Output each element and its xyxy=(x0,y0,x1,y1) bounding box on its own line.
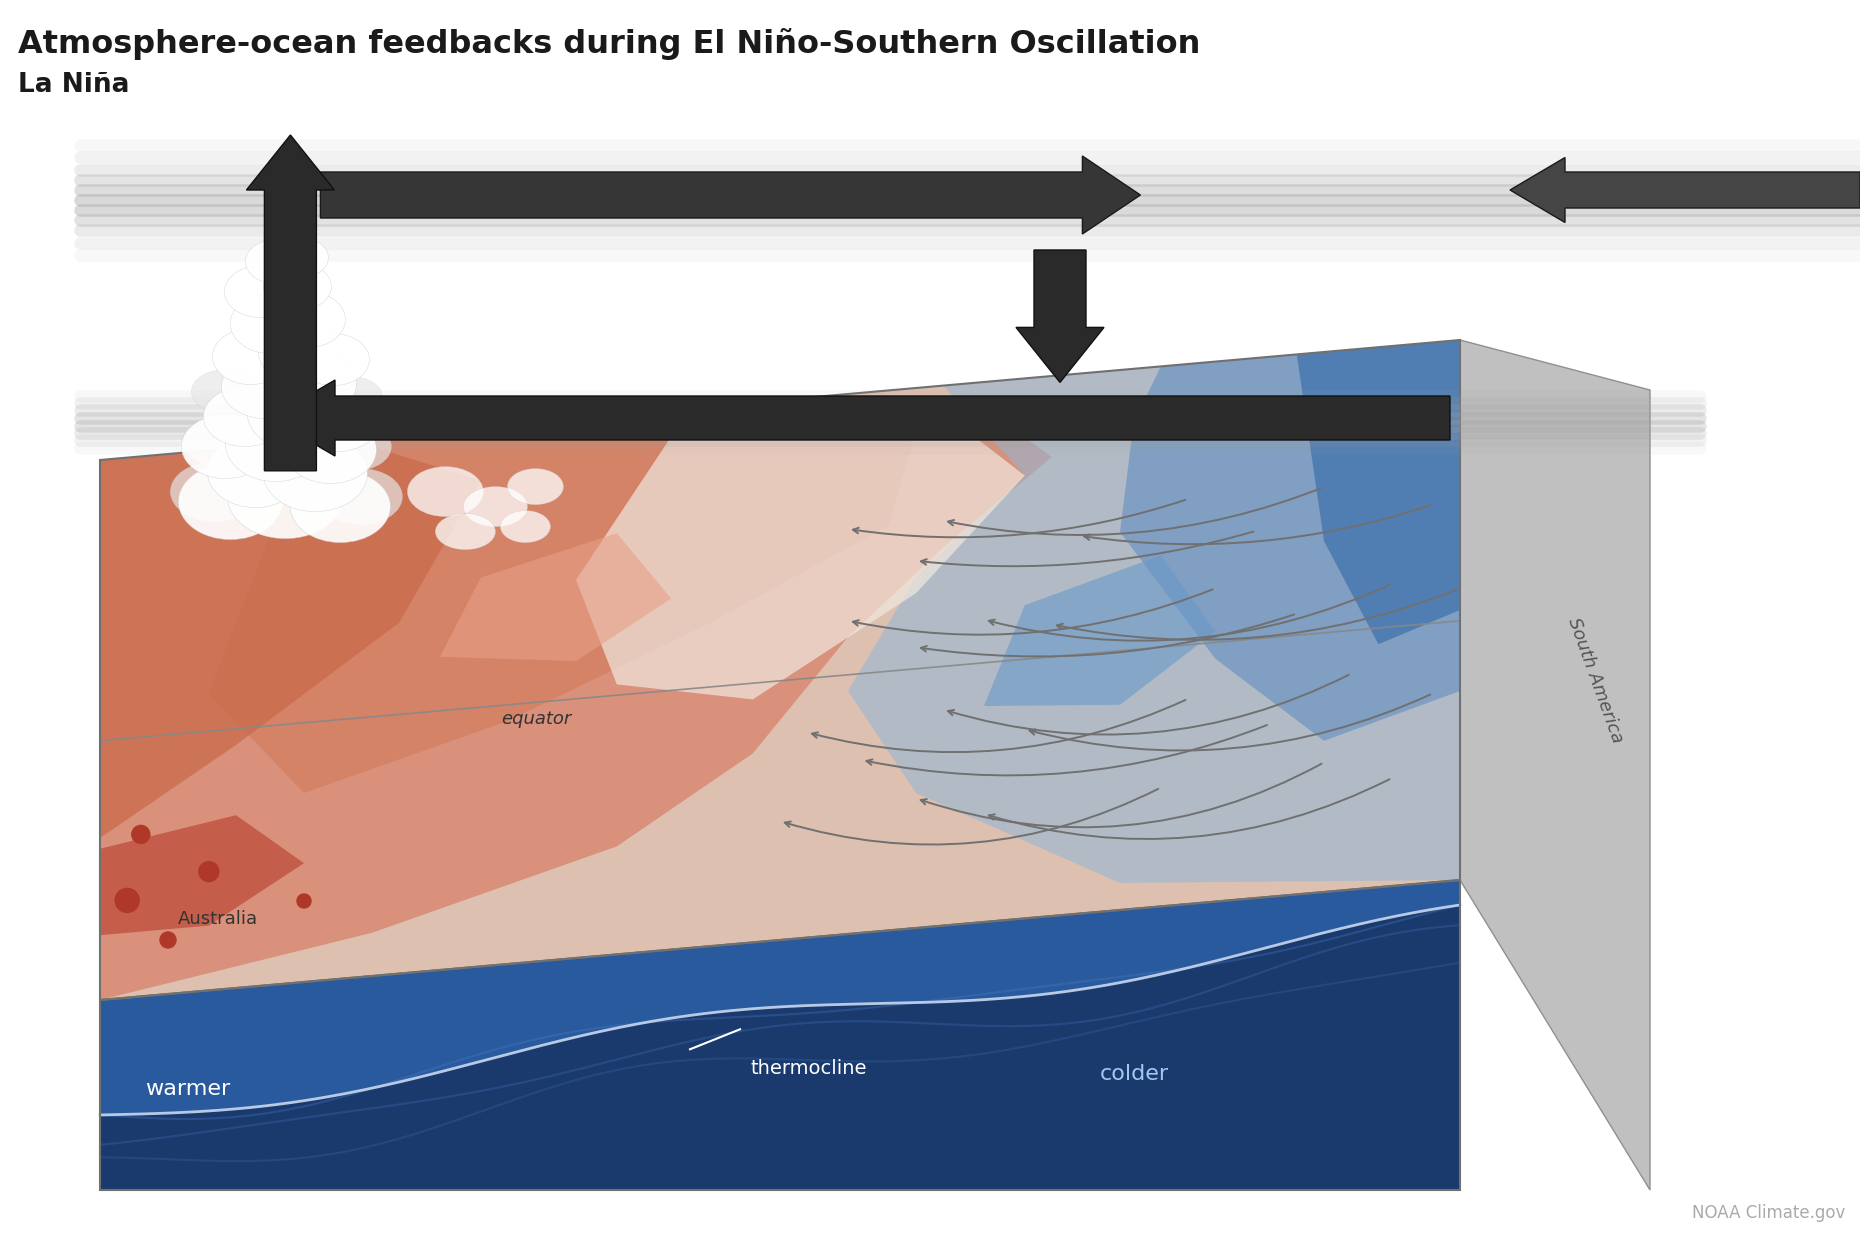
Polygon shape xyxy=(1460,339,1650,1189)
Ellipse shape xyxy=(208,436,303,508)
Polygon shape xyxy=(100,815,303,935)
Ellipse shape xyxy=(203,387,288,446)
Ellipse shape xyxy=(247,378,344,450)
FancyArrow shape xyxy=(320,156,1140,234)
Ellipse shape xyxy=(320,422,391,471)
Ellipse shape xyxy=(272,238,329,278)
Ellipse shape xyxy=(318,377,383,416)
Circle shape xyxy=(298,895,311,908)
Ellipse shape xyxy=(407,467,484,517)
Ellipse shape xyxy=(182,415,270,478)
Text: thermocline: thermocline xyxy=(750,1059,867,1078)
Circle shape xyxy=(115,888,140,912)
Ellipse shape xyxy=(318,377,383,416)
Ellipse shape xyxy=(192,369,259,414)
Ellipse shape xyxy=(318,468,402,524)
Text: equator: equator xyxy=(500,710,571,729)
Ellipse shape xyxy=(508,468,564,504)
Ellipse shape xyxy=(259,320,342,384)
Ellipse shape xyxy=(221,354,309,419)
Ellipse shape xyxy=(270,291,346,348)
Circle shape xyxy=(199,861,219,882)
Ellipse shape xyxy=(290,471,391,543)
Ellipse shape xyxy=(320,422,391,471)
Ellipse shape xyxy=(182,416,259,467)
Ellipse shape xyxy=(231,294,311,353)
Polygon shape xyxy=(1296,339,1460,644)
Polygon shape xyxy=(208,406,915,793)
Ellipse shape xyxy=(192,369,259,414)
Ellipse shape xyxy=(182,416,259,467)
Ellipse shape xyxy=(296,392,379,451)
Polygon shape xyxy=(441,533,671,660)
Ellipse shape xyxy=(500,510,551,543)
Circle shape xyxy=(160,932,177,948)
FancyArrow shape xyxy=(246,135,335,471)
Polygon shape xyxy=(100,439,480,838)
Ellipse shape xyxy=(264,436,368,512)
Polygon shape xyxy=(1120,339,1460,741)
Ellipse shape xyxy=(212,328,288,384)
Text: warmer: warmer xyxy=(145,1079,231,1099)
Ellipse shape xyxy=(171,462,260,522)
Ellipse shape xyxy=(225,405,326,482)
Ellipse shape xyxy=(227,455,344,539)
Polygon shape xyxy=(100,880,1460,1115)
Text: NOAA Climate.gov: NOAA Climate.gov xyxy=(1691,1204,1845,1222)
FancyArrow shape xyxy=(270,380,1451,456)
Ellipse shape xyxy=(246,239,305,284)
Ellipse shape xyxy=(171,462,260,522)
Polygon shape xyxy=(100,880,1460,1189)
Text: Atmosphere-ocean feedbacks during El Niño-Southern Oscillation: Atmosphere-ocean feedbacks during El Niñ… xyxy=(19,28,1200,59)
Ellipse shape xyxy=(264,263,331,311)
Ellipse shape xyxy=(179,463,283,540)
Polygon shape xyxy=(577,413,1025,699)
Text: South America: South America xyxy=(1564,615,1626,745)
Polygon shape xyxy=(100,339,1460,1000)
FancyArrow shape xyxy=(1016,250,1105,383)
Ellipse shape xyxy=(318,468,402,524)
Ellipse shape xyxy=(463,487,528,527)
Ellipse shape xyxy=(435,514,495,550)
Ellipse shape xyxy=(264,349,357,418)
Text: colder: colder xyxy=(1099,1064,1170,1084)
Polygon shape xyxy=(100,400,1053,1000)
Ellipse shape xyxy=(298,333,370,385)
Polygon shape xyxy=(984,555,1215,706)
Ellipse shape xyxy=(285,415,376,483)
Text: Australia: Australia xyxy=(179,911,259,928)
Text: La Niña: La Niña xyxy=(19,72,130,98)
Polygon shape xyxy=(848,339,1460,883)
Ellipse shape xyxy=(225,265,296,317)
FancyArrow shape xyxy=(1510,157,1860,223)
Circle shape xyxy=(132,825,151,844)
